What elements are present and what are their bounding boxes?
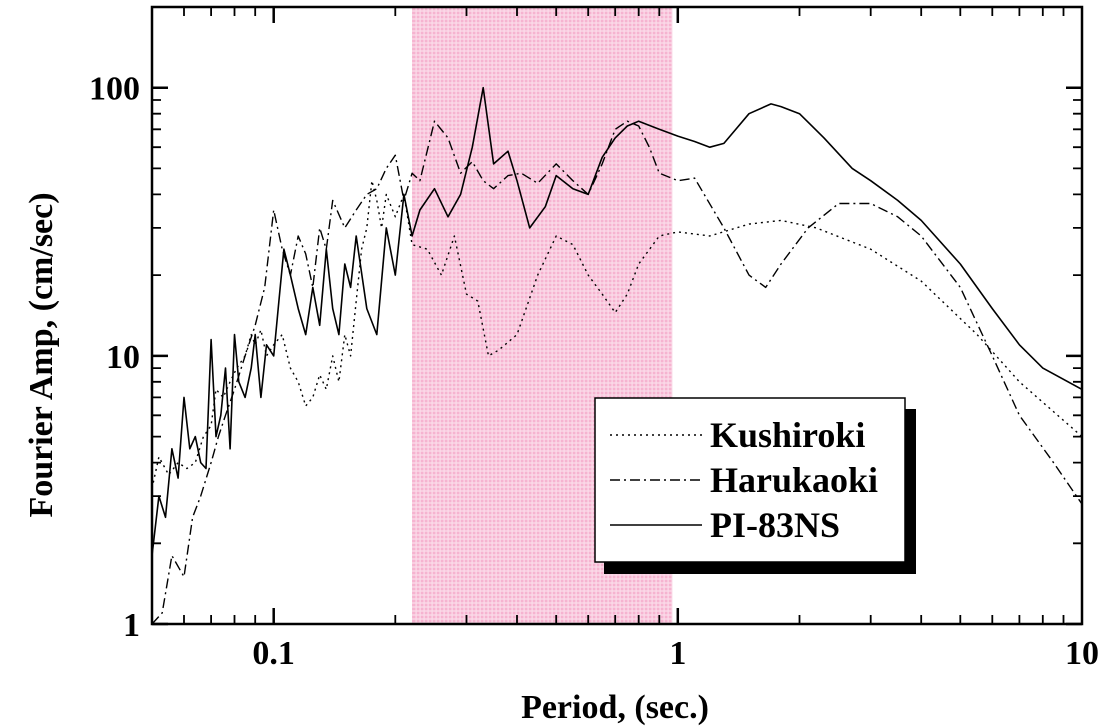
y-axis-title: Fourier Amp, (cm/sec) — [23, 192, 60, 517]
series-line-3 — [151, 86, 1083, 556]
series-line-2 — [151, 120, 1083, 625]
axis-layer: 0.1 1 10 1 10 100 — [89, 5, 1099, 672]
legend: Kushiroki Harukaoki PI-83NS — [594, 397, 916, 574]
legend-label-3: PI-83NS — [710, 505, 840, 545]
y-tick-label: 1 — [123, 607, 140, 644]
plot-frame — [150, 5, 1084, 626]
minor-ticks — [151, 6, 1082, 624]
series-layer — [151, 86, 1083, 625]
legend-box — [594, 397, 906, 563]
highlight-band-layer — [412, 7, 673, 624]
x-tick-label: 10 — [1065, 635, 1099, 672]
legend-label-2: Harukaoki — [710, 460, 878, 500]
y-tick-label: 10 — [106, 339, 140, 376]
x-tick-label: 0.1 — [252, 635, 295, 672]
highlight-band-texture — [412, 7, 673, 624]
major-ticks — [152, 7, 1082, 626]
legend-label-1: Kushiroki — [710, 415, 865, 455]
y-tick-label: 100 — [89, 71, 140, 108]
x-axis-title: Period, (sec.) — [521, 689, 709, 726]
x-tick-label: 1 — [669, 635, 686, 672]
